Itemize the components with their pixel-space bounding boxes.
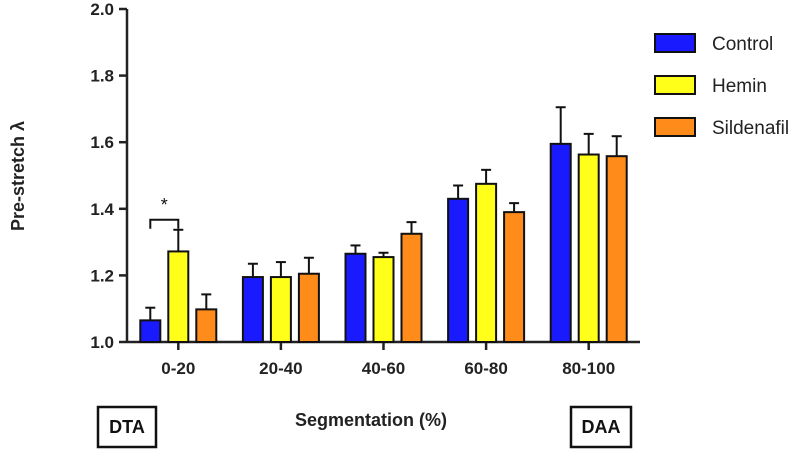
bar xyxy=(447,197,470,343)
x-tick-label: 60-80 xyxy=(464,359,507,378)
dta-box: DTA xyxy=(96,405,158,449)
bar xyxy=(475,182,498,343)
bar xyxy=(297,272,320,343)
bars xyxy=(139,142,628,344)
x-axis-title: Segmentation (%) xyxy=(295,410,447,430)
y-tick-label: 2.0 xyxy=(90,0,114,19)
y-tick-label: 1.6 xyxy=(90,133,114,152)
legend-label: Control xyxy=(712,34,773,55)
bar xyxy=(372,256,395,343)
bar xyxy=(195,308,218,343)
legend-label: Sildenafil xyxy=(712,118,789,139)
error-bars xyxy=(145,106,622,321)
legend-swatch xyxy=(654,117,696,137)
bar xyxy=(269,276,292,343)
y-tick-label: 1.8 xyxy=(90,67,114,86)
y-tick-label: 1.2 xyxy=(90,266,114,285)
legend-swatch xyxy=(654,33,696,53)
bar xyxy=(549,142,572,343)
x-tick-label: 20-40 xyxy=(259,359,302,378)
dta-label: DTA xyxy=(109,417,145,437)
x-tick-label: 40-60 xyxy=(362,359,405,378)
y-axis-title: Pre-stretch λ xyxy=(8,121,28,231)
bar xyxy=(241,276,264,343)
y-tick-label: 1.0 xyxy=(90,333,114,352)
bar xyxy=(605,155,628,343)
significance-marker: * xyxy=(149,195,180,229)
bar xyxy=(503,211,526,343)
significance-star: * xyxy=(161,195,168,215)
bar xyxy=(167,250,190,343)
x-axis: 0-20 20-40 40-60 60-80 80-100 xyxy=(127,340,640,378)
y-tick-label: 1.4 xyxy=(90,200,114,219)
bar xyxy=(139,319,162,344)
bar xyxy=(344,252,367,344)
daa-label: DAA xyxy=(582,417,621,437)
significance-bracket xyxy=(149,218,180,229)
bar xyxy=(400,232,423,343)
x-tick-label: 80-100 xyxy=(562,359,615,378)
legend-swatch xyxy=(654,75,696,95)
daa-box: DAA xyxy=(569,405,633,449)
bar xyxy=(577,153,600,343)
legend: Control Hemin Sildenafil xyxy=(654,33,789,139)
legend-label: Hemin xyxy=(712,76,767,97)
x-tick-label: 0-20 xyxy=(161,359,195,378)
y-axis: 1.0 1.2 1.4 1.6 1.8 2.0 xyxy=(90,0,129,352)
